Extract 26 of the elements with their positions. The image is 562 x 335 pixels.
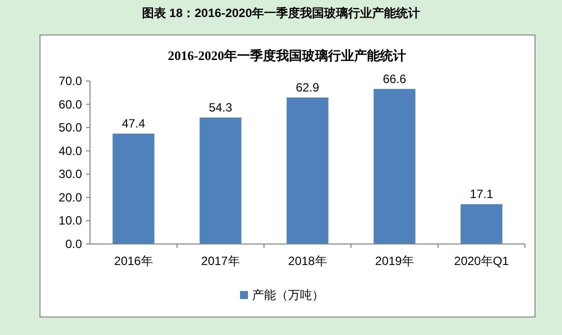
data-label: 62.9: [296, 80, 320, 95]
y-tick-label: 60.0: [58, 97, 82, 112]
bar: [112, 134, 154, 244]
data-label: 47.4: [122, 116, 146, 131]
x-tick-label: 2020年Q1: [454, 254, 510, 268]
text: 图表 18：2016-2020年一季度我国玻璃行业产能统计: [142, 6, 420, 20]
bar: [286, 98, 328, 244]
y-tick-label: 70.0: [58, 74, 82, 88]
bar: [374, 88, 416, 244]
data-label: 54.3: [208, 100, 232, 115]
y-tick-label: 10.0: [58, 214, 82, 228]
bar: [200, 118, 242, 244]
x-tick-label: 2018年: [288, 254, 327, 268]
y-tick-label: 20.0: [58, 190, 82, 204]
y-tick-label: 50.0: [58, 120, 82, 135]
bar: [460, 204, 502, 244]
data-label: 66.6: [382, 72, 406, 86]
legend-label: 产能（万吨）: [252, 288, 324, 302]
x-tick-label: 2019年: [375, 254, 414, 268]
x-tick-label: 2017年: [201, 254, 240, 268]
y-tick-label: 40.0: [58, 144, 82, 158]
x-tick-label: 2016年: [114, 254, 153, 268]
chart-title: 2016-2020年一季度我国玻璃行业产能统计: [168, 48, 406, 63]
data-label: 17.1: [470, 187, 494, 202]
y-tick-label: 0.0: [65, 237, 82, 251]
y-tick-label: 30.0: [58, 167, 82, 182]
